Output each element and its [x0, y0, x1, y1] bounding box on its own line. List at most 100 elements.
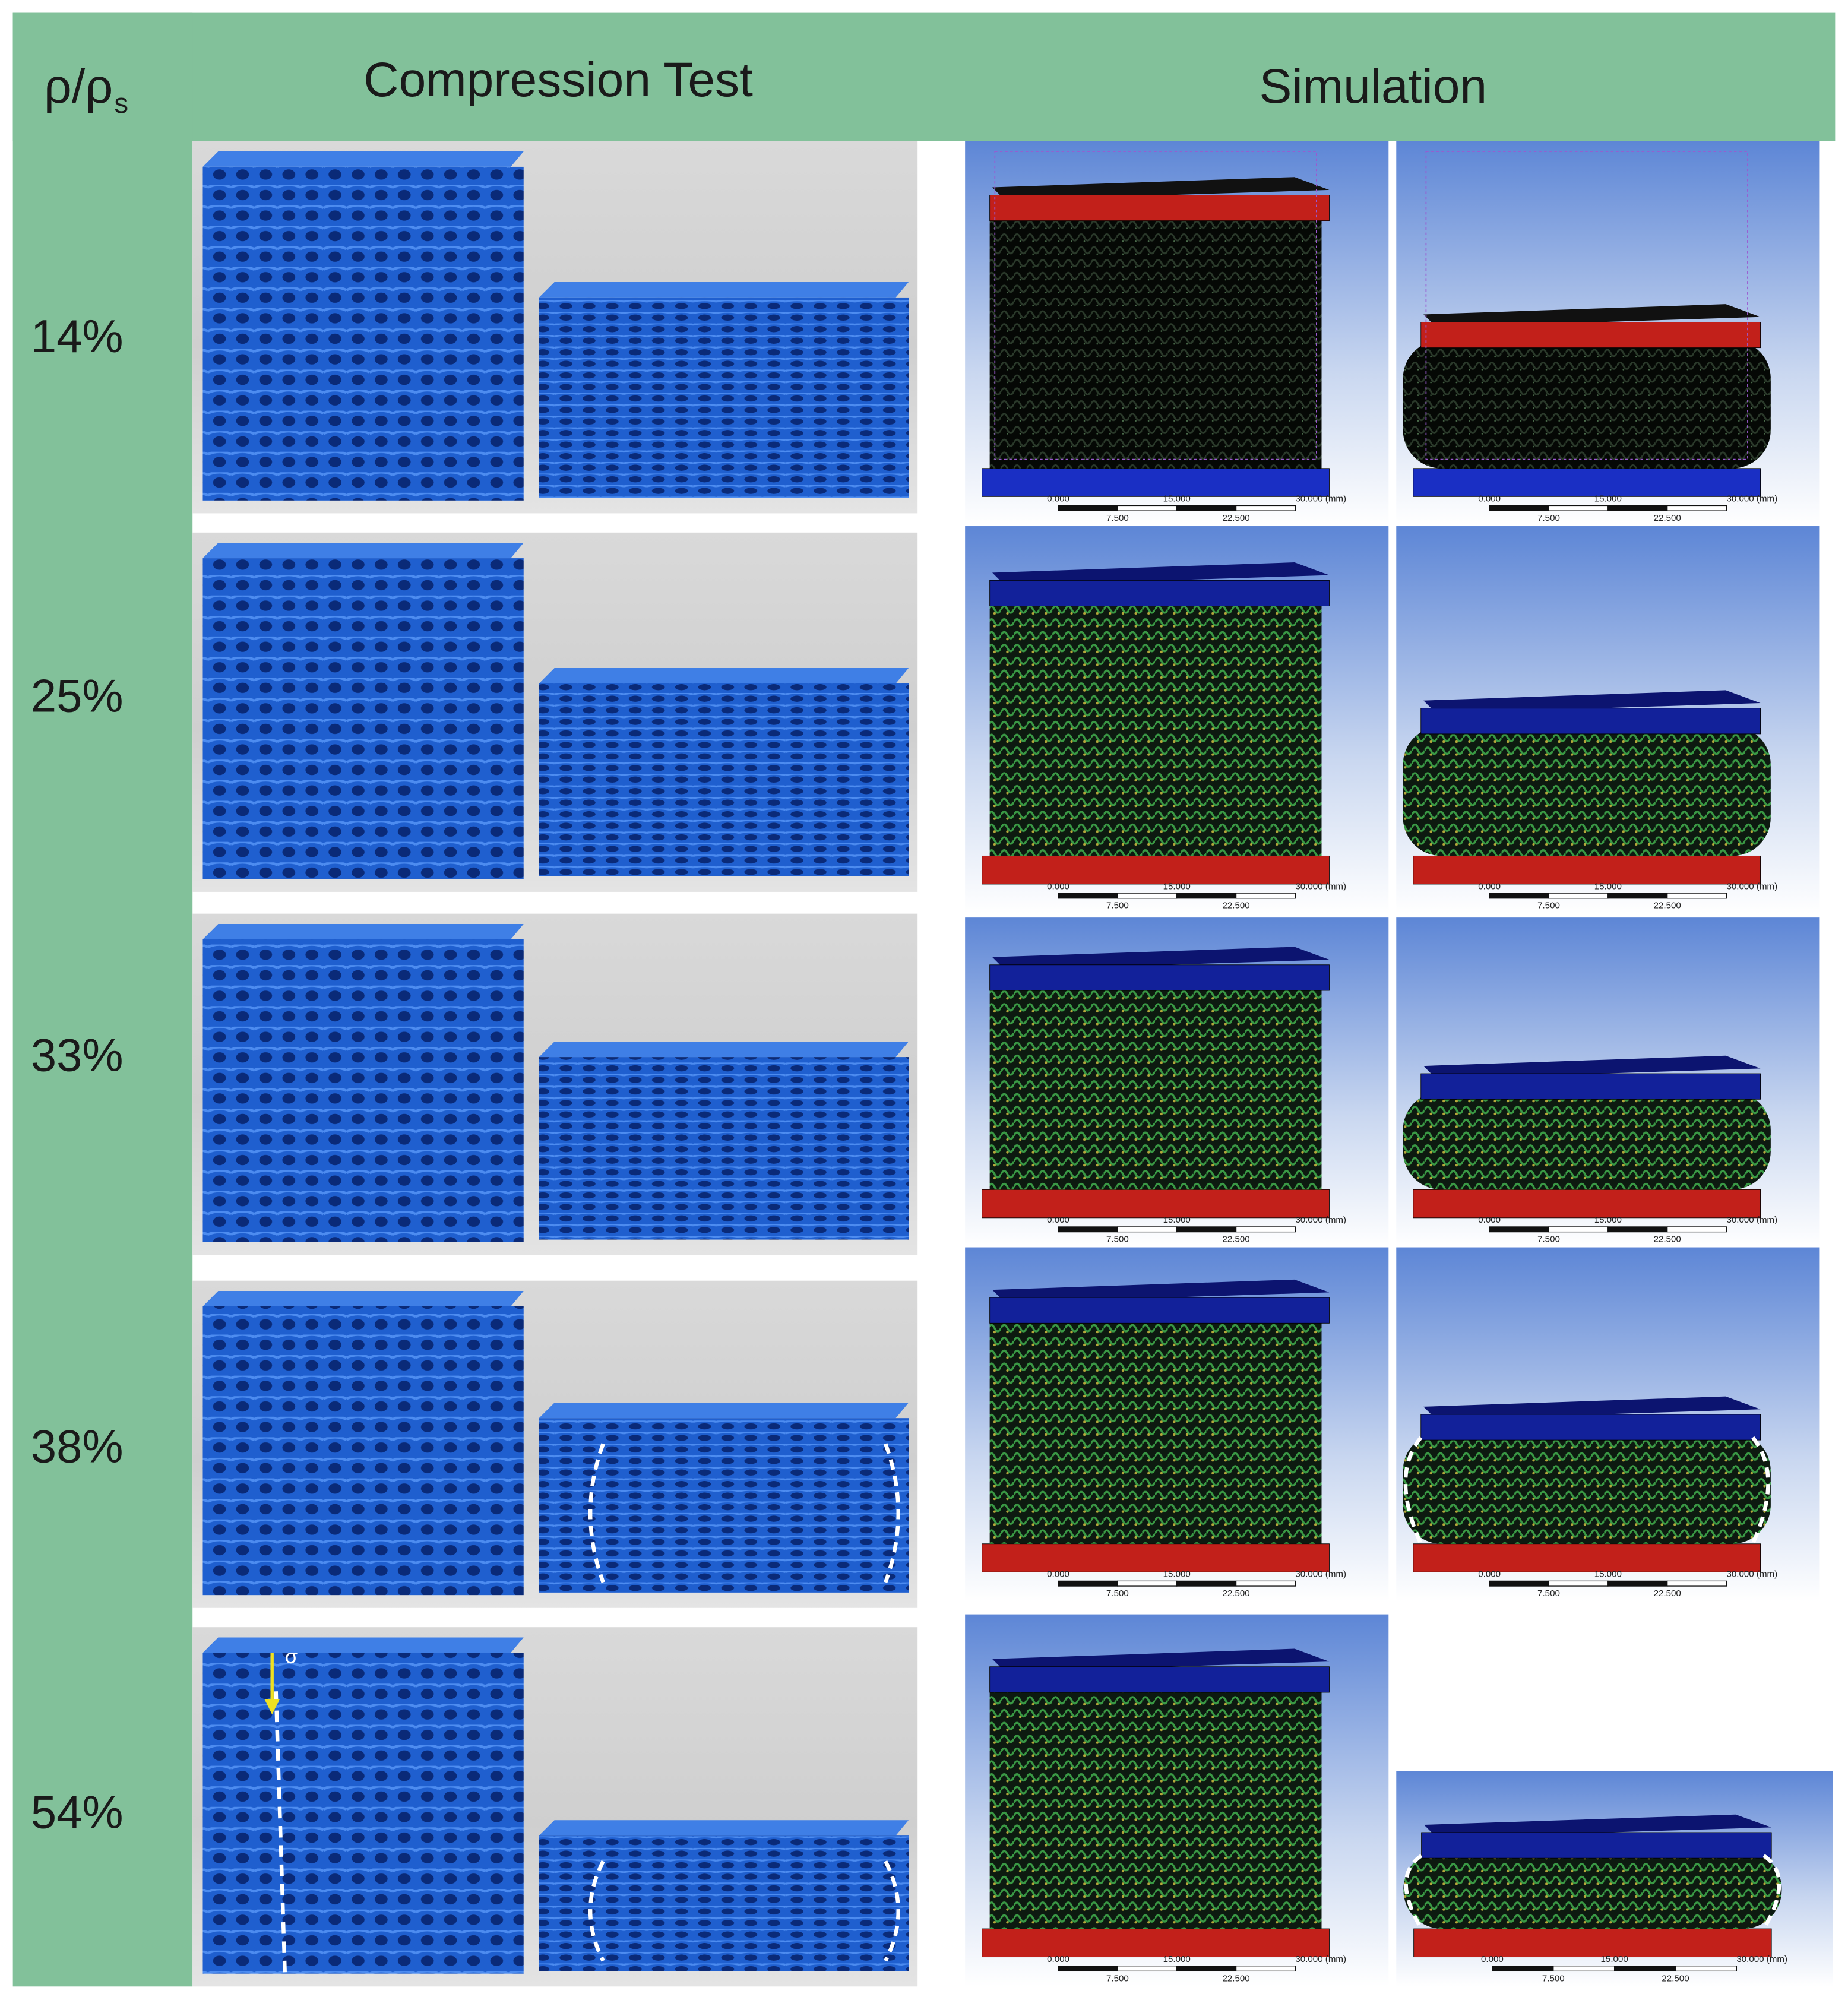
scale-label: 22.500	[1222, 901, 1249, 911]
cube-top	[539, 668, 909, 683]
scale-label: 0.000	[1047, 1954, 1069, 1964]
sim-top-plate	[1420, 1414, 1761, 1441]
scale-label: 22.500	[1222, 513, 1249, 523]
header-band	[12, 12, 1836, 141]
stress-symbol: σ	[285, 1645, 298, 1668]
stress-arrow-head	[264, 1699, 280, 1715]
bulge-marker	[1404, 1854, 1423, 1930]
sim-top-plate-face	[992, 562, 1330, 586]
scale-segment	[1117, 1226, 1178, 1233]
scale-label: 0.000	[1478, 1569, 1501, 1580]
scale-bar: 0.000 15.000 30.000 (mm) 7.500 22.500	[1047, 881, 1346, 910]
cube-face	[202, 939, 524, 1242]
bounding-box	[994, 151, 1317, 460]
scale-bar: 0.000 15.000 30.000 (mm) 7.500 22.500	[1478, 494, 1777, 523]
scale-segment	[1489, 1226, 1549, 1233]
scale-label: 0.000	[1478, 1215, 1501, 1225]
scale-label: 15.000	[1594, 494, 1622, 504]
density-subscript: s	[114, 88, 128, 119]
scale-label: 15.000	[1163, 1215, 1191, 1225]
scale-label: 7.500	[1106, 1588, 1129, 1599]
scale-bar: 0.000 15.000 30.000 (mm) 7.500 22.500	[1478, 1215, 1777, 1244]
scale-label: 7.500	[1537, 513, 1560, 523]
cube-face	[539, 297, 909, 498]
sim-bottom-plate	[1413, 1189, 1761, 1219]
sim-top-plate-face	[1423, 1055, 1761, 1079]
scale-label: 0.000	[1047, 1215, 1069, 1225]
scale-segment	[1548, 893, 1609, 899]
density-label: 38%	[31, 1422, 124, 1473]
scale-label: 30.000 (mm)	[1295, 1215, 1346, 1225]
scale-label: 15.000	[1163, 1954, 1191, 1964]
scale-bar: 0.000 15.000 30.000 (mm) 7.500 22.500	[1481, 1954, 1787, 1983]
sim-body	[989, 598, 1322, 856]
scale-label: 30.000 (mm)	[1727, 1569, 1778, 1580]
bulge-marker	[1762, 1854, 1781, 1930]
cube-face	[202, 1653, 524, 1974]
scale-label: 22.500	[1654, 1235, 1681, 1245]
cube-face	[202, 166, 524, 501]
scale-bar: 0.000 15.000 30.000 (mm) 7.500 22.500	[1047, 1215, 1346, 1244]
scale-label: 30.000 (mm)	[1727, 881, 1778, 891]
scale-segment	[1548, 1226, 1609, 1233]
scale-label: 7.500	[1106, 901, 1129, 911]
scale-label: 7.500	[1106, 1973, 1129, 1983]
scale-segment	[1117, 505, 1178, 511]
scale-label: 7.500	[1537, 1235, 1560, 1245]
sim-body	[1403, 1432, 1771, 1544]
scale-segment	[1553, 1966, 1615, 1972]
sim-body	[989, 1315, 1322, 1544]
scale-segment	[1176, 893, 1237, 899]
simulation-title: Simulation	[1260, 59, 1487, 113]
scale-bar: 0.000 15.000 30.000 (mm) 7.500 22.500	[1047, 1569, 1346, 1599]
sim-body	[989, 983, 1322, 1190]
sim-body	[1403, 726, 1771, 856]
scale-bar: 0.000 15.000 30.000 (mm) 7.500 22.500	[1047, 494, 1346, 523]
sim-bottom-plate	[982, 855, 1330, 885]
bulge-marker	[884, 1860, 901, 1962]
scale-segment	[1489, 1580, 1549, 1587]
scale-segment	[1667, 1226, 1727, 1233]
scale-segment	[1058, 1226, 1118, 1233]
scale-segment	[1235, 1580, 1296, 1587]
scale-segment	[1058, 893, 1118, 899]
scale-segment	[1176, 505, 1237, 511]
sim-top-plate-face	[992, 1279, 1330, 1303]
cube-face	[539, 1418, 909, 1593]
scale-label: 15.000	[1163, 881, 1191, 891]
sim-body	[1403, 1091, 1771, 1190]
scale-label: 22.500	[1654, 901, 1681, 911]
scale-label: 22.500	[1654, 1588, 1681, 1599]
sim-top-plate-face	[992, 177, 1330, 201]
sim-top-plate-face	[1423, 690, 1761, 714]
scale-segment	[1489, 505, 1549, 511]
sim-bottom-plate	[982, 1543, 1330, 1572]
cube-face	[539, 1057, 909, 1240]
cube-top	[202, 1291, 524, 1306]
sim-top-plate-face	[992, 947, 1330, 970]
sim-top-plate-face	[1423, 304, 1761, 328]
scale-segment	[1117, 1580, 1178, 1587]
density-symbol: ρ/ρ	[44, 59, 113, 113]
sim-top-plate-face	[1423, 1814, 1772, 1838]
scale-label: 30.000 (mm)	[1295, 881, 1346, 891]
scale-label: 15.000	[1594, 1569, 1622, 1580]
scale-label: 22.500	[1222, 1588, 1249, 1599]
scale-label: 30.000 (mm)	[1727, 494, 1778, 504]
scale-label: 7.500	[1542, 1973, 1565, 1983]
bulge-marker	[884, 1443, 901, 1583]
sim-body	[989, 1685, 1322, 1929]
sim-top-plate	[1420, 1073, 1761, 1100]
scale-segment	[1607, 505, 1668, 511]
stress-line	[274, 1691, 287, 1974]
sim-bottom-plate	[982, 1189, 1330, 1219]
scale-segment	[1667, 1580, 1727, 1587]
scale-label: 15.000	[1594, 1215, 1622, 1225]
scale-segment	[1058, 1580, 1118, 1587]
sim-top-plate-face	[992, 1648, 1330, 1672]
bulge-marker	[588, 1443, 605, 1583]
sim-bottom-plate	[982, 1928, 1330, 1958]
sim-bottom-plate	[982, 468, 1330, 497]
density-label: 14%	[31, 311, 124, 362]
scale-label: 7.500	[1537, 1588, 1560, 1599]
